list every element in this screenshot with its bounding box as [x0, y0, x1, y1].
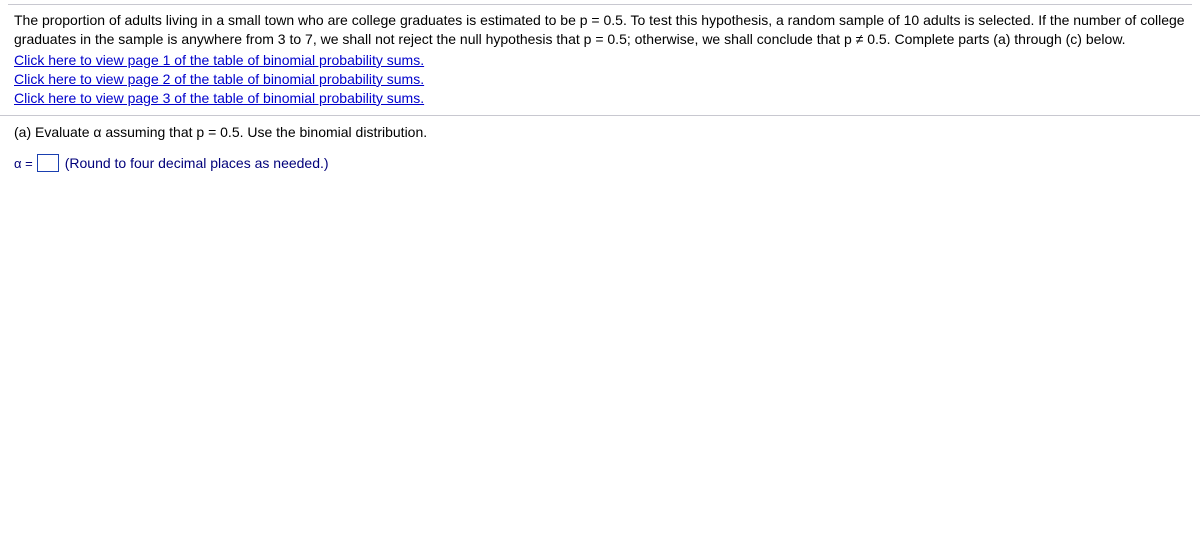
answer-row: α = (Round to four decimal places as nee…	[14, 154, 1186, 172]
part-a-prompt: (a) Evaluate α assuming that p = 0.5. Us…	[14, 124, 1186, 140]
rounding-hint: (Round to four decimal places as needed.…	[65, 155, 329, 171]
alpha-input[interactable]	[37, 154, 59, 172]
question-header-block: The proportion of adults living in a sma…	[0, 5, 1200, 116]
alpha-label: α =	[14, 156, 33, 171]
part-a-block: (a) Evaluate α assuming that p = 0.5. Us…	[0, 116, 1200, 172]
problem-statement: The proportion of adults living in a sma…	[14, 11, 1186, 49]
link-binomial-table-page-2[interactable]: Click here to view page 2 of the table o…	[14, 70, 424, 89]
link-binomial-table-page-3[interactable]: Click here to view page 3 of the table o…	[14, 89, 424, 108]
link-binomial-table-page-1[interactable]: Click here to view page 1 of the table o…	[14, 51, 424, 70]
